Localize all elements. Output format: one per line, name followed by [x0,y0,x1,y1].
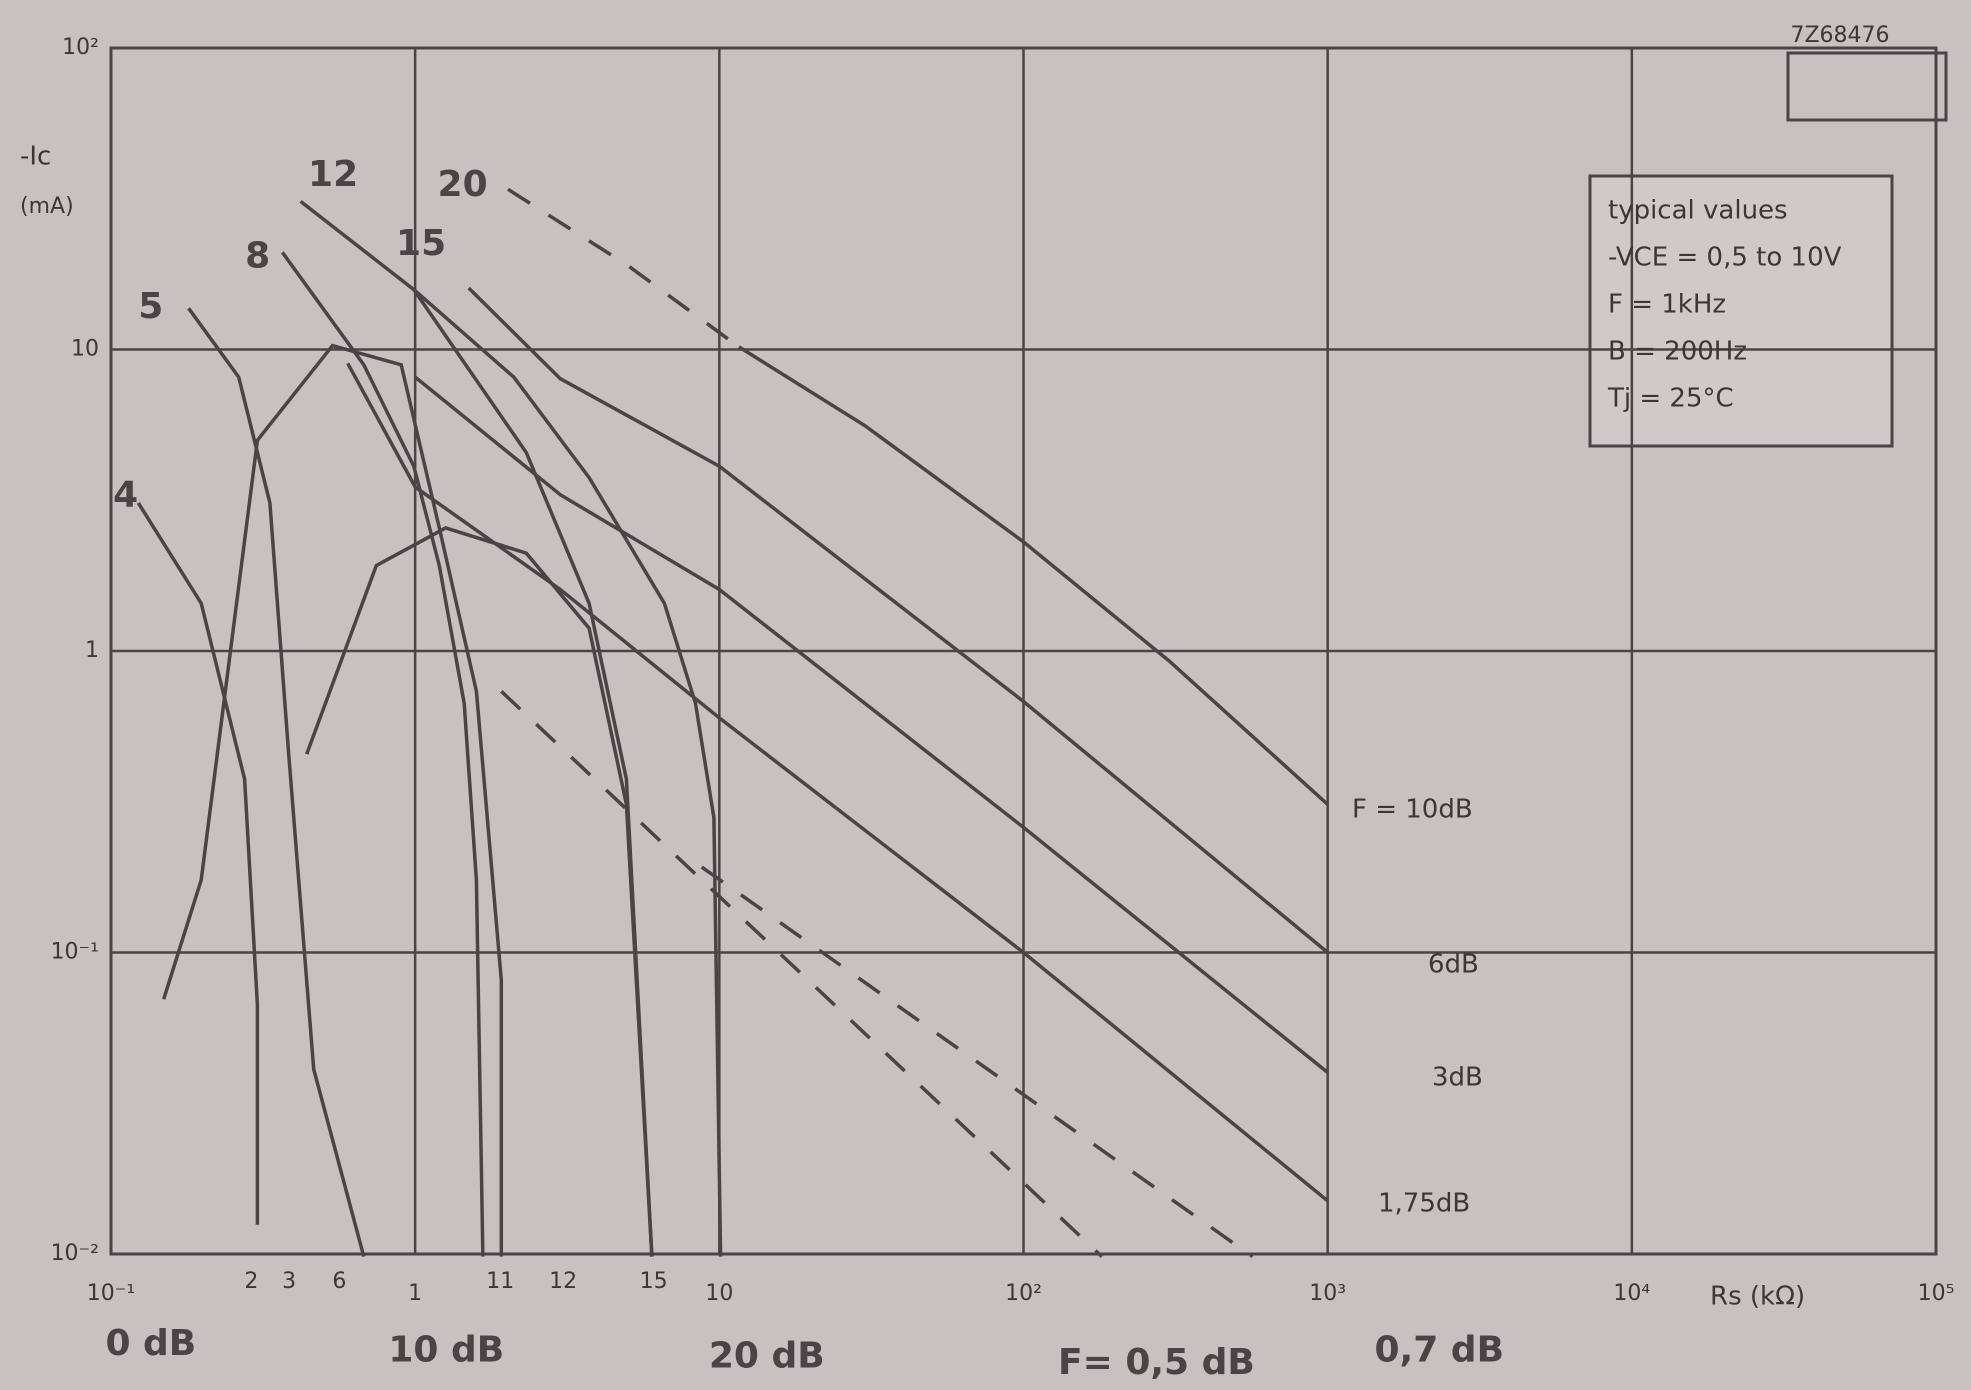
curve [507,187,740,349]
x-tick-label: 10⁴ [1613,1281,1650,1306]
y-tick-label: 10⁻² [51,1241,99,1266]
curve [187,307,366,1258]
curve-label: 6dB [1428,950,1479,980]
curve [467,286,1329,954]
curve [412,288,723,1257]
bottom-number: 6 [332,1269,346,1294]
curve-number: 4 [113,475,138,516]
x-axis-label: Rs (kΩ) [1710,1282,1805,1312]
curve [737,345,1329,806]
curve [414,375,1329,1074]
y-tick-label: 1 [85,638,99,663]
y-axis-unit: (mA) [20,194,74,219]
curve [136,501,260,1225]
curve-number: 15 [396,223,446,264]
curve [700,865,1254,1259]
curve [346,362,1329,1203]
info-box [1588,174,1894,448]
bottom-number: 11 [486,1269,514,1294]
note: 0 dB [105,1323,196,1364]
curve [162,343,504,1257]
y-tick-label: 10² [62,35,99,60]
corner-box [1786,51,1948,122]
curve [500,690,1104,1258]
info-text: Tj = 25°C [1607,384,1734,414]
curve-label: 1,75dB [1378,1189,1470,1219]
curve [305,526,654,1257]
note: 20 dB [709,1336,825,1377]
info-text: B = 200Hz [1608,337,1747,367]
curve [280,251,485,1257]
x-tick-label: 10⁻¹ [87,1281,135,1306]
info-text: -VCE = 0,5 to 10V [1608,243,1842,273]
curve-number: 8 [245,236,270,277]
info-text: F = 1kHz [1608,290,1726,320]
x-tick-label: 10³ [1309,1281,1346,1306]
info-text: typical values [1608,196,1788,226]
x-tick-label: 10 [705,1281,733,1306]
figure-code: 7Z68476 [1790,23,1889,48]
curve-number: 20 [438,164,488,205]
bottom-number: 2 [244,1269,258,1294]
x-tick-label: 1 [408,1281,422,1306]
bottom-number: 3 [282,1269,296,1294]
x-tick-label: 10⁵ [1918,1281,1955,1306]
x-tick-label: 10² [1005,1281,1042,1306]
y-tick-label: 10 [71,337,99,362]
curve [299,200,654,1257]
curve-number: 5 [138,286,163,327]
y-tick-label: 10⁻¹ [51,940,99,965]
note: F= 0,5 dB [1058,1342,1255,1383]
curve-number: 12 [308,154,358,195]
y-axis-label: -Ic [20,142,51,172]
curve-label: F = 10dB [1352,795,1473,825]
note: 10 dB [388,1329,504,1370]
bottom-number: 15 [640,1269,668,1294]
note: 0,7 dB [1375,1329,1505,1370]
bottom-number: 12 [549,1269,577,1294]
curve-label: 3dB [1432,1063,1483,1093]
